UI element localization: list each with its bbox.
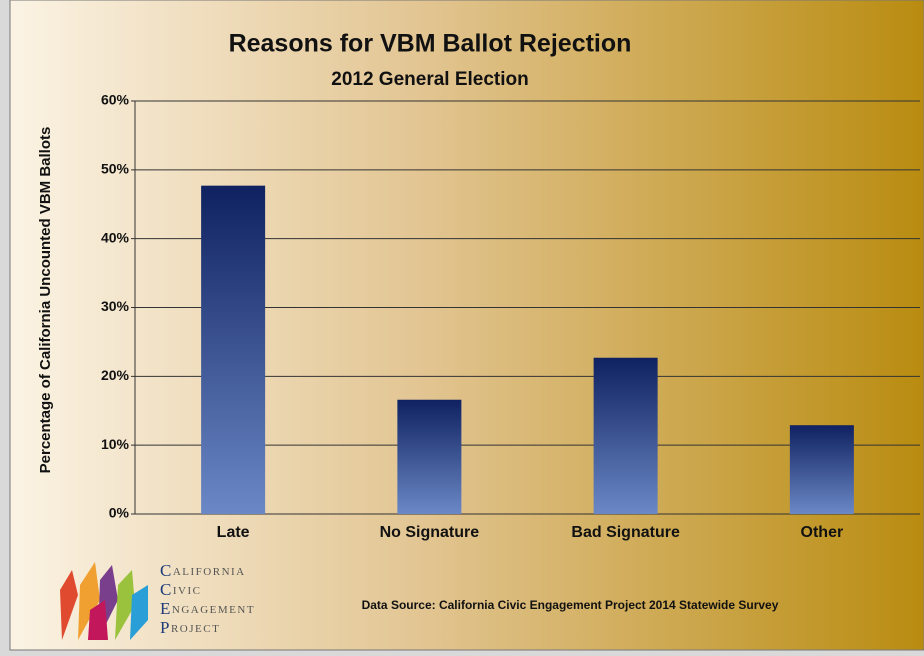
logo-text: Project xyxy=(160,618,220,637)
x-tick-label: No Signature xyxy=(380,524,480,541)
chart-title: Reasons for VBM Ballot Rejection xyxy=(229,30,632,58)
x-tick-label: Bad Signature xyxy=(571,524,680,541)
bar xyxy=(201,185,266,515)
bar xyxy=(397,399,462,514)
x-tick-label: Late xyxy=(217,524,250,541)
x-tick-label: Other xyxy=(801,524,844,541)
logo-hands xyxy=(60,562,148,640)
bar xyxy=(789,425,854,514)
bar xyxy=(593,357,658,514)
y-tick-label: 50% xyxy=(101,161,130,177)
y-tick-label: 60% xyxy=(101,92,130,108)
y-tick-label: 40% xyxy=(101,229,130,245)
logo-text: California xyxy=(160,561,246,580)
source-note: Data Source: California Civic Engagement… xyxy=(362,598,779,612)
y-tick-label: 30% xyxy=(101,298,130,314)
logo-text: Civic xyxy=(160,580,201,599)
logo-text: Engagement xyxy=(160,599,255,618)
y-tick-label: 0% xyxy=(109,505,130,521)
y-axis-label: Percentage of California Uncounted VBM B… xyxy=(37,127,54,474)
chart-subtitle: 2012 General Election xyxy=(331,69,529,90)
y-tick-label: 20% xyxy=(101,367,130,383)
chart-background xyxy=(9,0,924,651)
y-tick-label: 10% xyxy=(101,436,130,452)
